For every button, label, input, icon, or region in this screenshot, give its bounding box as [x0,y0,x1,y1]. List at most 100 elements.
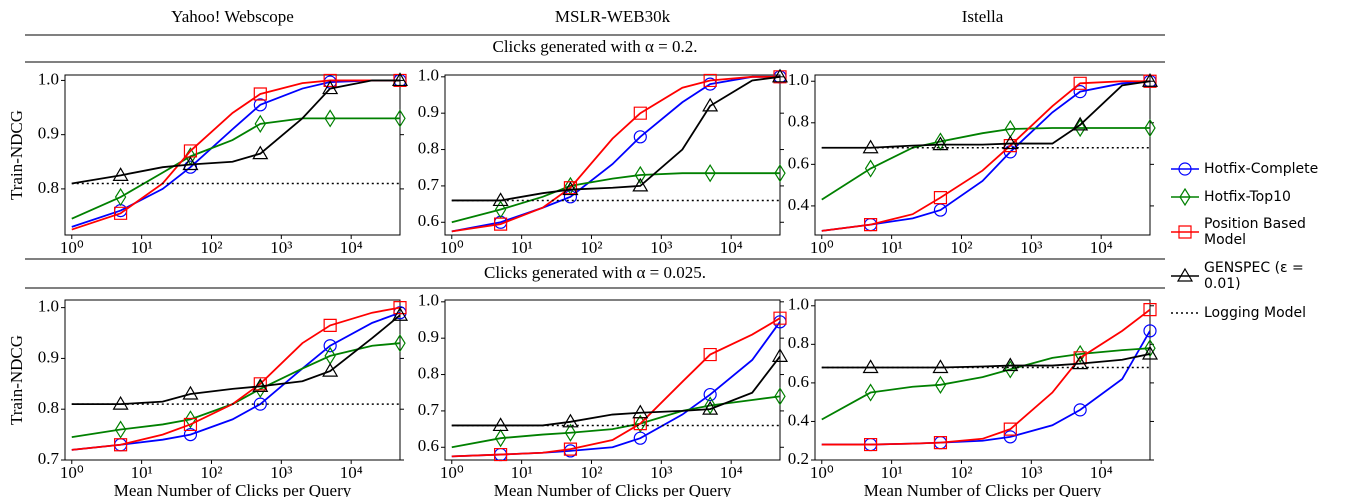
series-line [821,80,1150,232]
series-line [71,342,400,439]
marker [933,436,948,450]
marker [322,362,339,377]
plot-frame [64,299,401,461]
series-line [71,314,400,406]
marker [391,307,409,321]
marker [113,438,128,452]
marker [183,144,198,158]
marker [862,139,879,154]
y-tick-label: 0.2 [788,449,809,468]
series-line [451,317,780,458]
x-tick-label: 10¹ [511,238,533,257]
x-tick-label: 10⁰ [810,238,834,257]
marker [562,413,579,428]
marker [1072,355,1089,370]
marker [704,396,716,415]
plot-frame [64,74,401,236]
series-line [71,79,400,231]
series-line [451,75,780,233]
legend-icon [1171,162,1199,176]
x-axis-label: Mean Number of Clicks per Query [494,481,732,497]
x-axis-label: Mean Number of Clicks per Query [864,481,1102,497]
marker [703,347,717,362]
y-tick-label: 0.8 [788,333,809,352]
x-tick-label: 10¹ [131,463,153,482]
y-tick-label: 1.0 [788,295,809,314]
series-line [821,347,1150,421]
marker [182,156,199,171]
plot-frame [444,74,781,236]
marker [113,206,128,220]
marker [704,164,716,183]
legend: Hotfix-Complete Hotfix-Top10 Position Base… [1170,160,1356,332]
y-tick-label: 0.9 [38,124,59,143]
marker [1003,430,1017,444]
x-tick-label: 10² [580,463,602,482]
marker [633,106,647,120]
marker [1178,225,1192,239]
y-tick-label: 0.8 [38,178,59,197]
x-tick-label: 10⁰ [440,238,464,257]
series-line [451,172,780,224]
x-tick-label: 10⁰ [60,463,84,482]
row-title: Clicks generated with α = 0.025. [484,263,706,282]
marker [394,109,406,128]
marker [1002,357,1019,372]
legend-label: Hotfix-Top10 [1204,189,1291,205]
marker [862,359,879,374]
x-tick-label: 10¹ [511,463,533,482]
series-line [71,311,400,451]
x-tick-label: 10¹ [881,463,903,482]
marker [771,348,789,362]
x-tick-label: 10² [950,463,972,482]
series-line [821,80,1150,232]
legend-label: GENSPEC (ε = 0.01) [1204,260,1304,292]
x-tick-label: 10⁴ [340,463,363,482]
series-line [71,117,400,220]
marker [494,429,507,448]
x-tick-label: 10¹ [881,238,903,257]
series-line [71,306,400,451]
marker [323,73,337,88]
marker [632,177,649,192]
y-tick-label: 0.6 [418,211,439,230]
marker [1002,135,1019,150]
series-line [451,321,780,458]
x-tick-label: 10⁴ [1090,463,1113,482]
marker [773,311,787,325]
marker [634,165,647,185]
marker [773,70,787,84]
marker [1143,74,1157,88]
x-tick-label: 10⁴ [1090,238,1113,257]
marker [1144,339,1156,358]
marker [183,428,198,442]
legend-label: Logging Model [1204,305,1307,321]
marker [1003,422,1017,436]
marker [1144,118,1156,138]
marker [1073,76,1087,90]
series-line [451,355,780,427]
marker [1073,85,1087,99]
x-tick-label: 10³ [650,238,672,257]
marker [182,385,199,400]
marker [774,387,786,406]
legend-icon [1171,225,1199,239]
column-title: Yahoo! Webscope [171,7,294,26]
marker [1072,116,1089,131]
y-tick-label: 0.7 [418,400,440,419]
marker [1141,345,1159,360]
x-tick-label: 10⁴ [720,238,743,257]
marker [1176,267,1194,282]
marker [492,417,509,432]
marker [183,417,198,432]
marker [254,114,267,133]
x-tick-label: 10³ [1020,238,1042,257]
legend-entry: Hotfix-Complete [1170,160,1356,178]
marker [393,73,407,88]
marker [703,73,717,88]
marker [564,423,577,442]
y-tick-label: 1.0 [418,291,439,310]
marker [184,410,197,429]
